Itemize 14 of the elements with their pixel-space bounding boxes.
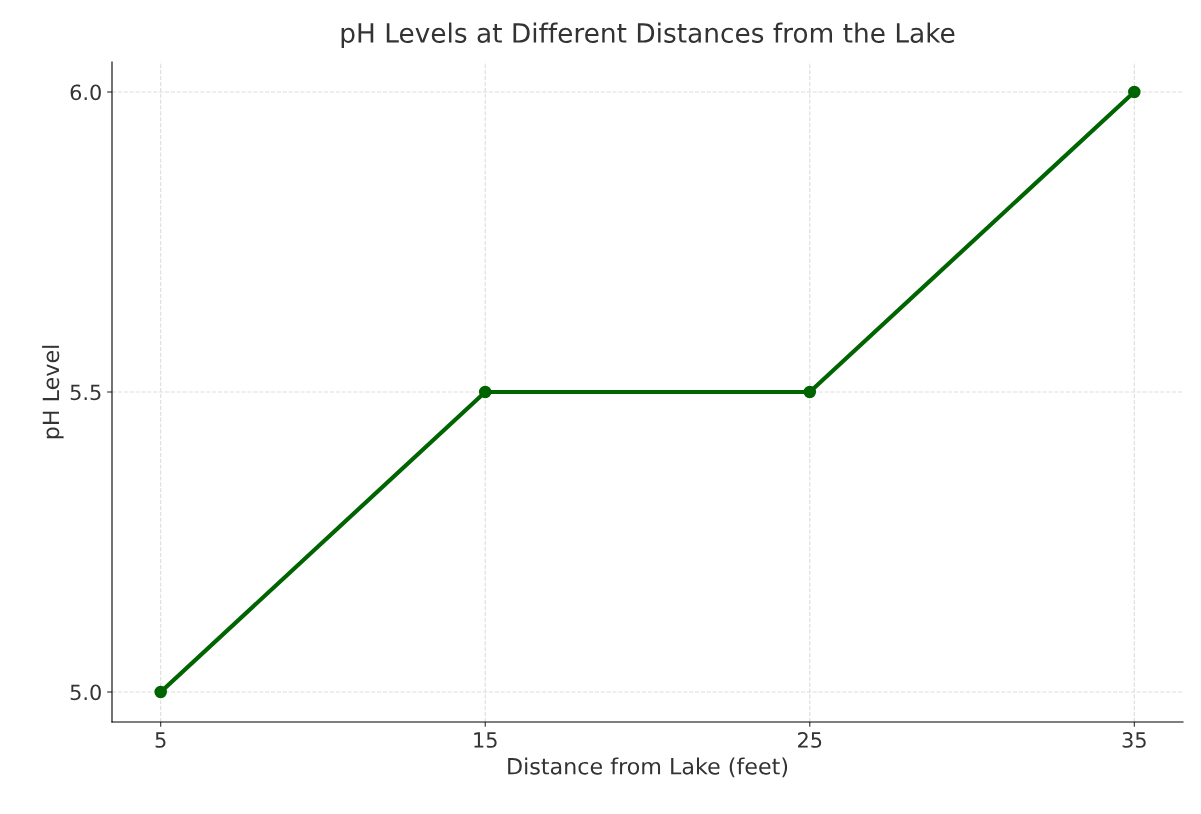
- y-tick-label: 6.0: [70, 84, 101, 101]
- x-tick-label: 5: [155, 732, 166, 748]
- y-tick-label: 5.0: [70, 684, 101, 701]
- point: [1128, 85, 1141, 99]
- x-tick-label: 35: [1122, 732, 1146, 748]
- point: [154, 685, 167, 699]
- y-axis-title: pH Level: [42, 345, 64, 439]
- point: [478, 385, 492, 399]
- x-tick-label: 15: [474, 732, 497, 748]
- x-tick-label: 25: [798, 732, 822, 748]
- chart-title: pH Levels at Different Distances from the Lake: [341, 22, 955, 49]
- point: [803, 385, 817, 399]
- y-tick-label: 5.5: [70, 384, 101, 401]
- x-axis-title: Distance from Lake (feet): [508, 757, 788, 778]
